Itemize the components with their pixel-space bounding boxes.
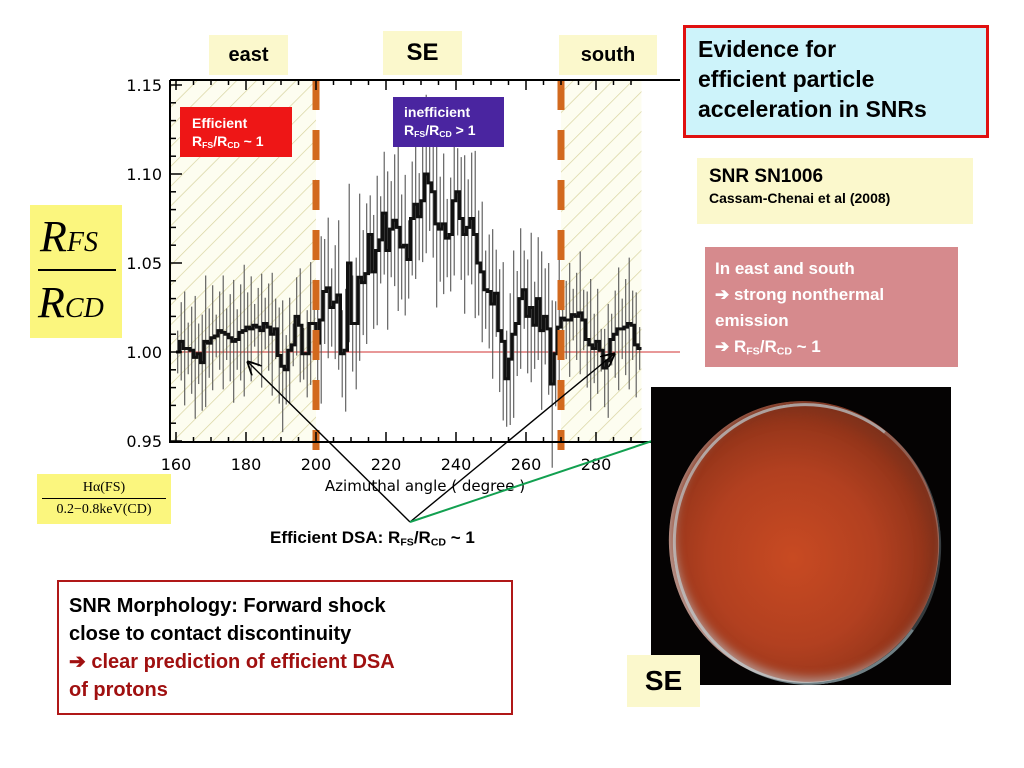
east-south-ratio: ➔ RFS/RCD ~ 1	[715, 337, 821, 358]
x-axis-label: Azimuthal angle ( degree )	[325, 477, 525, 495]
east-south-line: In east and south	[715, 259, 855, 278]
snr-citation: Cassam-Chenai et al (2008)	[709, 190, 891, 206]
slide-title-box: Evidence for efficient particle accelera…	[683, 25, 989, 138]
small-denominator: 0.2−0.8keV(CD)	[56, 502, 152, 517]
morphology-box: SNR Morphology: Forward shock close to c…	[57, 580, 513, 715]
x-tick-label: 280	[581, 455, 612, 474]
title-line: efficient particle	[698, 66, 875, 92]
y-tick-label: 1.10	[126, 165, 162, 184]
east-south-line: ➔ strong nonthermal	[715, 285, 885, 304]
efficient-label: Efficient RFS/RCD ~ 1	[180, 107, 292, 157]
morphology-prediction: ➔ clear prediction of efficient DSA	[69, 651, 395, 673]
small-fraction-bar	[42, 498, 166, 499]
arrow-to-east	[248, 362, 411, 523]
ratio-step-line	[176, 172, 642, 386]
small-numerator: Hα(FS)	[82, 480, 126, 495]
x-tick-label: 240	[441, 455, 472, 474]
x-tick-label: 160	[161, 455, 192, 474]
fraction-bar	[38, 269, 116, 271]
ratio-formula-small: Hα(FS) 0.2−0.8keV(CD)	[37, 474, 171, 524]
x-tick-label: 260	[511, 455, 542, 474]
region-tag-south: south	[559, 35, 657, 75]
snr-sn1006-image	[651, 387, 951, 685]
chart-axes: 160 180 200 220 240 260 280 0.95 1.00 1.05 1.10 1.1…	[98, 76, 680, 495]
efficient-label-title: Efficient	[192, 115, 248, 131]
arrow-icon: ➔	[715, 337, 730, 356]
arrow-to-snr-image	[409, 430, 685, 523]
chart-annotation-arrows	[248, 354, 685, 523]
y-tick-label: 0.95	[126, 432, 162, 451]
dsa-caption: Efficient DSA: RFS/RCD ~ 1	[270, 528, 475, 549]
region-tag-se-image: SE	[627, 655, 700, 707]
snr-name: SNR SN1006	[709, 166, 824, 187]
y-tick-label: 1.05	[126, 254, 162, 273]
x-tick-label: 180	[231, 455, 262, 474]
title-line: Evidence for	[698, 36, 837, 62]
arrow-to-south	[409, 354, 614, 523]
inefficient-label: inefficient RFS/RCD > 1	[393, 97, 504, 147]
region-tag-east: east	[209, 35, 288, 75]
hatched-region	[561, 80, 642, 442]
y-tick-label: 1.00	[126, 343, 162, 362]
x-tick-label: 200	[301, 455, 332, 474]
arrow-icon: ➔	[715, 285, 730, 304]
inefficient-label-ratio: RFS/RCD > 1	[404, 122, 476, 140]
east-south-line: emission	[715, 311, 789, 330]
inefficient-label-title: inefficient	[404, 104, 471, 120]
x-tick-label: 220	[371, 455, 402, 474]
morphology-line: close to contact discontinuity	[69, 623, 352, 645]
ratio-formula-large: RFS RCD	[30, 205, 122, 338]
y-tick-label: 1.15	[126, 76, 162, 95]
snr-info-box: SNR SN1006 Cassam-Chenai et al (2008)	[697, 158, 973, 224]
efficient-label-ratio: RFS/RCD ~ 1	[192, 133, 264, 151]
morphology-line: of protons	[69, 679, 168, 701]
morphology-line: SNR Morphology: Forward shock	[69, 595, 386, 617]
ratio-numerator: RFS	[40, 212, 98, 261]
east-south-box: In east and south ➔ strong nonthermal em…	[705, 247, 958, 367]
region-tag-se: SE	[383, 31, 462, 75]
snr-rim	[654, 387, 951, 685]
arrow-icon: ➔	[69, 651, 86, 673]
title-line: acceleration in SNRs	[698, 96, 927, 122]
ratio-denominator: RCD	[38, 278, 104, 327]
